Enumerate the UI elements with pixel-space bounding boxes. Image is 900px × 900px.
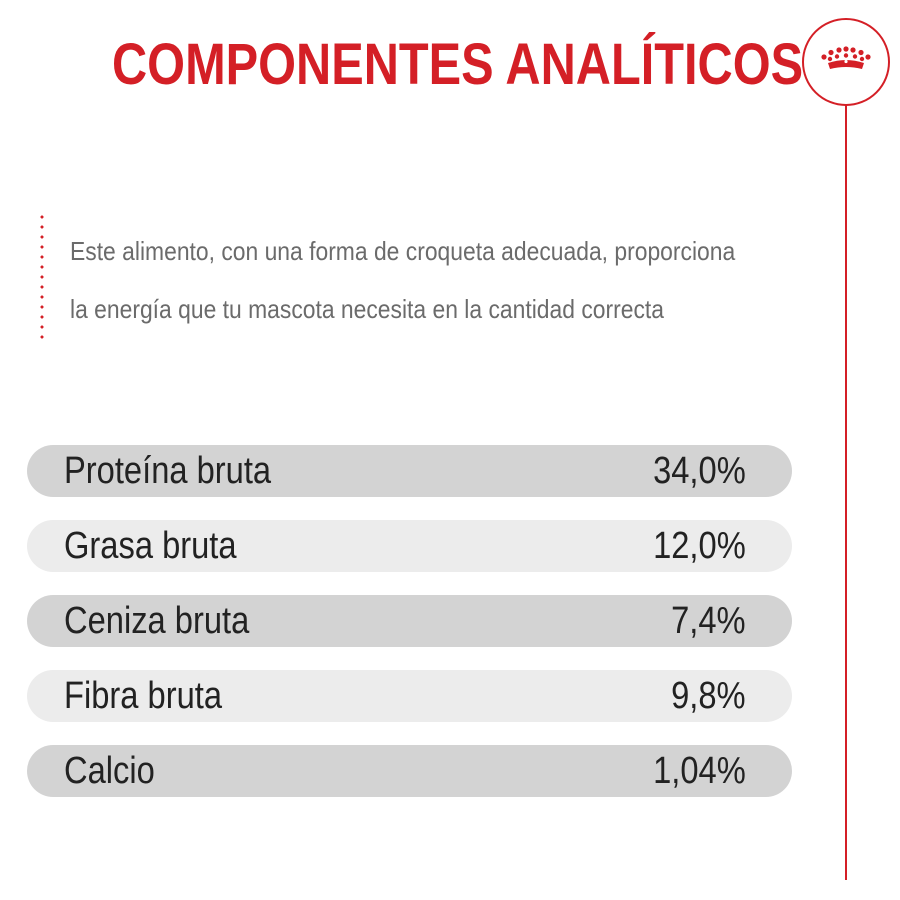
component-value: 7,4%: [671, 600, 746, 642]
component-label: Grasa bruta: [64, 525, 237, 567]
component-label: Proteína bruta: [64, 450, 272, 492]
table-row: Calcio 1,04%: [27, 745, 792, 797]
dotted-divider: [40, 212, 44, 344]
component-value: 12,0%: [653, 525, 746, 567]
crown-icon: [818, 45, 874, 80]
vertical-accent-line: [845, 105, 847, 880]
components-table: Proteína bruta 34,0% Grasa bruta 12,0% C…: [27, 445, 792, 820]
table-row: Fibra bruta 9,8%: [27, 670, 792, 722]
component-label: Fibra bruta: [64, 675, 223, 717]
table-row: Grasa bruta 12,0%: [27, 520, 792, 572]
intro-line-1: Este alimento, con una forma de croqueta…: [70, 236, 736, 266]
table-row: Proteína bruta 34,0%: [27, 445, 792, 497]
page-title: COMPONENTES ANALÍTICOS: [112, 32, 804, 97]
component-value: 34,0%: [653, 450, 746, 492]
component-value: 1,04%: [653, 750, 746, 792]
component-label: Calcio: [64, 750, 155, 792]
table-row: Ceniza bruta 7,4%: [27, 595, 792, 647]
component-value: 9,8%: [671, 675, 746, 717]
brand-logo: [802, 18, 890, 106]
intro-text: Este alimento, con una forma de croqueta…: [70, 222, 739, 338]
component-label: Ceniza bruta: [64, 600, 250, 642]
intro-line-2: la energía que tu mascota necesita en la…: [70, 294, 664, 324]
